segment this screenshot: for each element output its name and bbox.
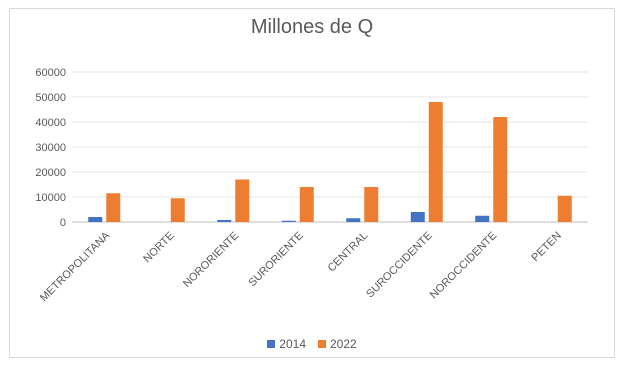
bar-2014-central xyxy=(346,218,361,222)
x-tick-label: NORTE xyxy=(141,230,177,266)
bar-2022-noroccidente xyxy=(493,117,508,222)
legend-item-2022: 2022 xyxy=(318,337,357,351)
y-axis-ticks: 0 10000 20000 30000 40000 50000 60000 xyxy=(35,67,66,229)
gridlines xyxy=(72,71,588,223)
y-tick-label: 10000 xyxy=(35,192,66,204)
x-tick-label: NORORIENTE xyxy=(181,230,241,290)
bar-2014-noroccidente xyxy=(475,215,490,222)
bar-2022-norte xyxy=(170,198,185,222)
legend: 2014 2022 xyxy=(0,337,624,351)
y-tick-label: 20000 xyxy=(35,167,66,179)
bar-2022-peten xyxy=(557,195,572,222)
x-tick-label: SURORIENTE xyxy=(246,230,305,289)
x-axis-ticks: METROPOLITANA NORTE NORORIENTE SURORIENTE CE… xyxy=(38,229,564,304)
chart-title: Millones de Q xyxy=(250,16,374,38)
chart-frame xyxy=(9,8,615,358)
bar-2014-nororiente xyxy=(217,220,232,222)
x-tick-label: SUROCCIDENTE xyxy=(364,230,435,301)
legend-swatch xyxy=(267,340,276,348)
y-tick-label: 50000 xyxy=(35,92,66,104)
x-tick-label: PETEN xyxy=(529,230,563,264)
y-tick-label: 0 xyxy=(60,217,66,229)
legend-swatch xyxy=(318,340,326,348)
bar-2022-suroriente xyxy=(299,187,314,222)
legend-item-2014: 2014 xyxy=(267,337,306,351)
y-tick-label: 40000 xyxy=(35,117,66,129)
x-tick-label: NOROCCIDENTE xyxy=(428,230,500,302)
bar-2022-nororiente xyxy=(235,179,250,222)
bar-2014-suroriente xyxy=(281,220,296,222)
bar-2014-suroccidente xyxy=(410,212,425,222)
legend-label: 2014 xyxy=(279,337,306,351)
bars xyxy=(88,102,572,222)
bar-2014-metropolitana xyxy=(88,217,103,222)
legend-label: 2022 xyxy=(330,337,357,351)
bar-2022-central xyxy=(364,187,379,222)
x-tick-label: CENTRAL xyxy=(326,230,371,275)
y-tick-label: 60000 xyxy=(35,67,66,79)
y-tick-label: 30000 xyxy=(35,142,66,154)
bar-2022-metropolitana xyxy=(106,193,121,222)
bar-2022-suroccidente xyxy=(428,102,443,222)
x-tick-label: METROPOLITANA xyxy=(38,229,113,304)
